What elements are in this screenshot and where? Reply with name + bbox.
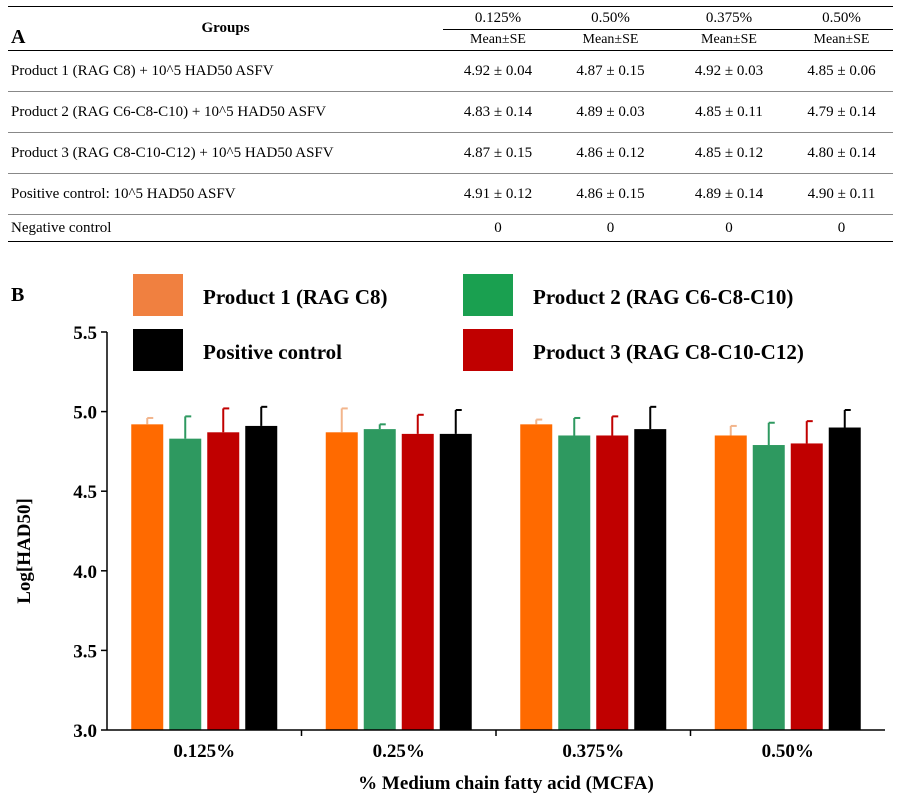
- row-label: Positive control: 10^5 HAD50 ASFV: [11, 185, 236, 202]
- table-cell: 4.89 ± 0.14: [694, 185, 764, 202]
- legend-label: Product 3 (RAG C8-C10-C12): [533, 340, 804, 364]
- y-tick-label: 3.0: [73, 721, 97, 742]
- table-cell: 0: [725, 219, 733, 236]
- y-axis-title: Log[HAD50]: [14, 498, 35, 604]
- y-tick-label: 3.5: [73, 641, 97, 662]
- legend-label: Product 2 (RAG C6-C8-C10): [533, 285, 793, 309]
- legend-swatch: [133, 274, 183, 316]
- x-tick-label: 0.25%: [373, 741, 425, 762]
- concentration-header: 0.125%: [474, 9, 522, 26]
- axes: 0.125% 0.25% 0.375% 0.50% 3.0 3.5 4.0 4.5 5.0 5.5…: [14, 323, 885, 794]
- header-row-stat: Mean±SE Mean±SE Mean±SE Mean±SE: [8, 29, 893, 51]
- bar: [131, 424, 164, 730]
- bar: [207, 432, 240, 730]
- bar: [634, 429, 667, 730]
- row-label: Product 3 (RAG C8-C10-C12) + 10^5 HAD50 …: [11, 144, 334, 161]
- results-table: Groups 0.125% 0.50% 0.375% 0.50% Mean±SE…: [8, 6, 893, 242]
- bar: [401, 433, 434, 730]
- bar: [439, 433, 472, 730]
- bar: [245, 425, 278, 730]
- table-row: Positive control: 10^5 HAD50 ASFV 4.91 ±…: [8, 174, 893, 215]
- bar: [363, 429, 396, 730]
- y-tick-label: 4.0: [73, 562, 97, 583]
- bar: [520, 424, 553, 730]
- table-row: Product 2 (RAG C6-C8-C10) + 10^5 HAD50 A…: [8, 92, 893, 133]
- bar: [714, 435, 747, 730]
- table-cell: 4.86 ± 0.12: [576, 144, 645, 161]
- concentration-header: 0.50%: [591, 9, 630, 26]
- table-cell: 4.83 ± 0.14: [463, 103, 533, 120]
- table-cell: 4.91 ± 0.12: [463, 185, 533, 202]
- bar: [752, 445, 785, 730]
- legend: Product 1 (RAG C8) Product 2 (RAG C6-C8-C…: [133, 274, 804, 371]
- row-label: Product 2 (RAG C6-C8-C10) + 10^5 HAD50 A…: [11, 103, 327, 120]
- y-tick-label: 5.5: [73, 323, 97, 344]
- bar: [325, 432, 358, 730]
- table-cell: 0: [606, 219, 615, 236]
- table-row: Negative control 0 0 0 0: [8, 215, 893, 242]
- header-row-concentrations: Groups 0.125% 0.50% 0.375% 0.50%: [8, 6, 893, 51]
- table-row: Product 3 (RAG C8-C10-C12) + 10^5 HAD50 …: [8, 133, 893, 174]
- table-cell: 4.89 ± 0.03: [576, 103, 645, 120]
- bar: [558, 435, 591, 730]
- concentration-header: 0.375%: [705, 9, 753, 26]
- table-cell: 0: [494, 219, 502, 236]
- panel-letter-b: B: [11, 284, 25, 306]
- x-tick-label: 0.50%: [762, 741, 814, 762]
- stat-header: Mean±SE: [790, 29, 893, 51]
- row-label: Product 1 (RAG C8) + 10^5 HAD50 ASFV: [11, 62, 274, 79]
- table-cell: 4.92 ± 0.03: [694, 62, 764, 79]
- bar: [790, 443, 823, 730]
- table-cell: 4.85 ± 0.11: [695, 103, 763, 120]
- bar: [596, 435, 629, 730]
- bar: [828, 427, 861, 730]
- table-cell: 4.80 ± 0.14: [807, 144, 876, 161]
- x-axis-title: % Medium chain fatty acid (MCFA): [358, 773, 654, 794]
- table-cell: 4.86 ± 0.15: [576, 185, 645, 202]
- legend-label: Positive control: [203, 340, 342, 364]
- stat-header: Mean±SE: [553, 29, 668, 51]
- bar-chart: Product 1 (RAG C8) Product 2 (RAG C6-C8-C…: [14, 274, 885, 794]
- concentration-header: 0.50%: [822, 9, 861, 26]
- y-tick-label: 5.0: [73, 403, 97, 424]
- groups-header: Groups: [8, 6, 443, 51]
- x-tick-label: 0.375%: [562, 741, 624, 762]
- stat-header: Mean±SE: [668, 29, 790, 51]
- bars: [131, 405, 861, 730]
- x-tick-label: 0.125%: [173, 741, 235, 762]
- legend-swatch: [463, 274, 513, 316]
- table-cell: 4.92 ± 0.04: [463, 62, 533, 79]
- bar-chart-panel: B Product 1 (RAG C8) Product 2 (RAG C6-C8…: [0, 268, 897, 799]
- table-cell: 4.79 ± 0.14: [807, 103, 876, 120]
- legend-swatch: [463, 329, 513, 371]
- table-cell: 4.85 ± 0.12: [694, 144, 764, 161]
- table-cell: 4.90 ± 0.11: [807, 185, 876, 202]
- table-cell: 0: [837, 219, 846, 236]
- legend-swatch: [133, 329, 183, 371]
- panel-letter-a: A: [11, 26, 26, 48]
- table-cell: 4.87 ± 0.15: [463, 144, 533, 161]
- stat-header: Mean±SE: [443, 29, 553, 51]
- row-label: Negative control: [11, 219, 112, 236]
- table-cell: 4.87 ± 0.15: [576, 62, 645, 79]
- bar: [169, 438, 202, 730]
- table-cell: 4.85 ± 0.06: [807, 62, 876, 79]
- table-row: Product 1 (RAG C8) + 10^5 HAD50 ASFV 4.9…: [8, 51, 893, 92]
- y-tick-label: 4.5: [73, 482, 97, 503]
- legend-label: Product 1 (RAG C8): [203, 285, 388, 309]
